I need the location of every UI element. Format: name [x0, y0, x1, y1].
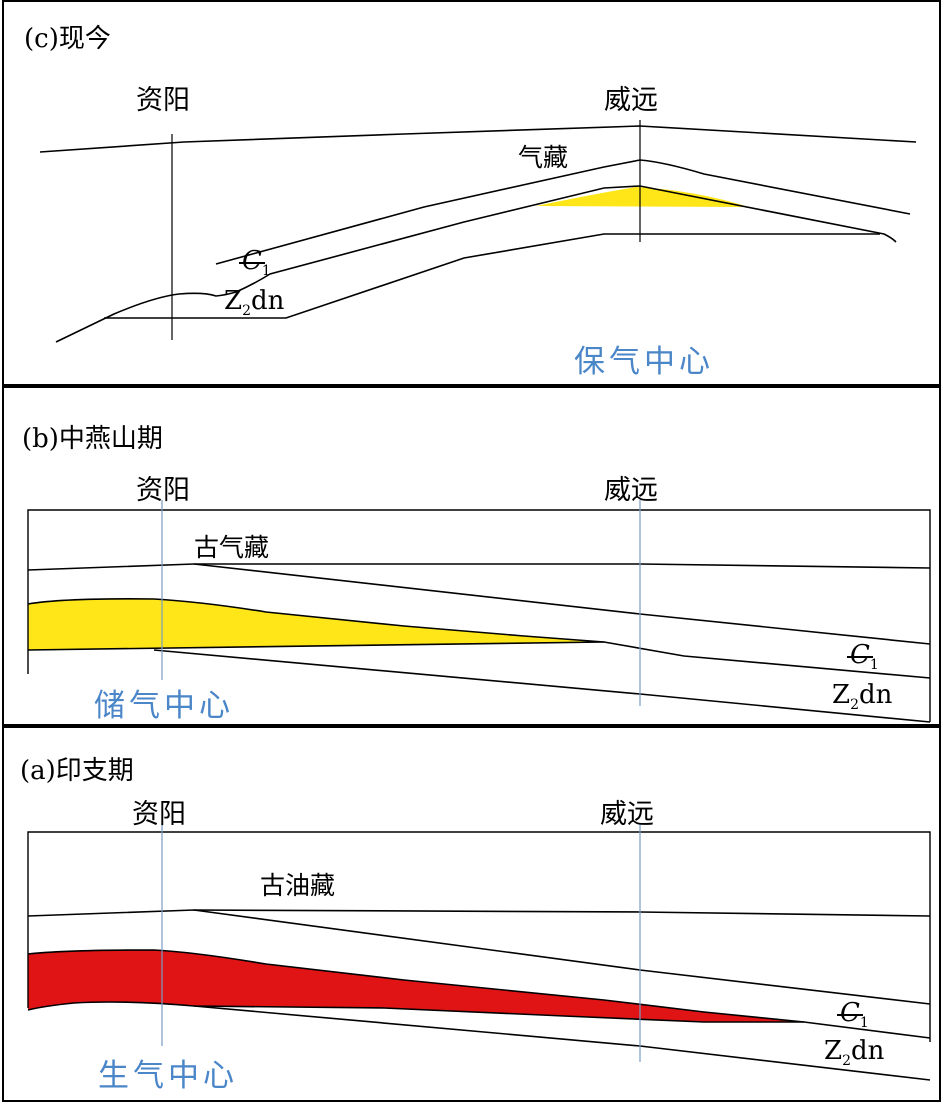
- top-boundary-line: [27, 909, 931, 917]
- reservoir-label: 气藏: [518, 143, 569, 172]
- top-boundary-line: [27, 563, 931, 571]
- center-label: 生气中心: [98, 1058, 238, 1094]
- center-label: 储气中心: [94, 688, 234, 724]
- cambrian-top-line: [215, 159, 911, 265]
- paleo-oil-reservoir-fill: [28, 950, 804, 1022]
- sinian-base-line: [153, 649, 931, 723]
- section-frame: [27, 831, 931, 1042]
- panel-title: (b)中燕山期: [22, 424, 163, 454]
- reservoir-label: 古气藏: [194, 533, 270, 562]
- panel-present: (c)现今 资阳 威远 气藏 C1 Z2dn 保气中心: [2, 0, 941, 386]
- place-label-ziyang: 资阳: [136, 475, 190, 506]
- reservoir-label: 古油藏: [260, 871, 336, 900]
- place-label-weiyuan: 威远: [604, 475, 658, 506]
- strat-label-sinian: Z2dn: [824, 1036, 885, 1070]
- strat-label-cambrian: C1: [239, 246, 271, 280]
- strat-label-cambrian: C1: [847, 640, 879, 674]
- sinian-base-line: [193, 1005, 931, 1081]
- place-label-weiyuan: 威远: [600, 799, 654, 830]
- sinian-top-line: [104, 233, 880, 319]
- paleo-gas-reservoir-fill: [28, 598, 604, 650]
- strat-label-sinian: Z2dn: [224, 286, 285, 320]
- center-label: 保气中心: [574, 344, 714, 380]
- panel-indosinian: (a)印支期 资阳 威远 古油藏 C1 Z2dn 生气中心: [2, 726, 941, 1102]
- place-label-weiyuan: 威远: [604, 85, 658, 116]
- place-label-ziyang: 资阳: [136, 85, 190, 116]
- surface-line: [39, 125, 917, 153]
- cambrian-base-line: [27, 598, 931, 679]
- cambrian-base-line: [55, 185, 897, 343]
- sinian-top-line: [27, 1001, 804, 1023]
- strat-label-cambrian: C1: [837, 998, 869, 1032]
- panel-middle-yanshanian: (b)中燕山期 资阳 威远 古气藏 C1 Z2dn 储气中心: [2, 386, 941, 726]
- panel-title: (c)现今: [24, 24, 111, 54]
- place-label-ziyang: 资阳: [132, 799, 186, 830]
- gas-reservoir-fill: [536, 187, 749, 207]
- section-diagram-middle-yanshanian: [27, 500, 931, 723]
- section-frame: [27, 509, 931, 722]
- section-diagram-indosinian: [27, 824, 931, 1081]
- panel-title: (a)印支期: [20, 756, 134, 786]
- sinian-top-line: [27, 641, 605, 651]
- section-diagram-present: [39, 120, 917, 343]
- strat-label-sinian: Z2dn: [832, 680, 893, 714]
